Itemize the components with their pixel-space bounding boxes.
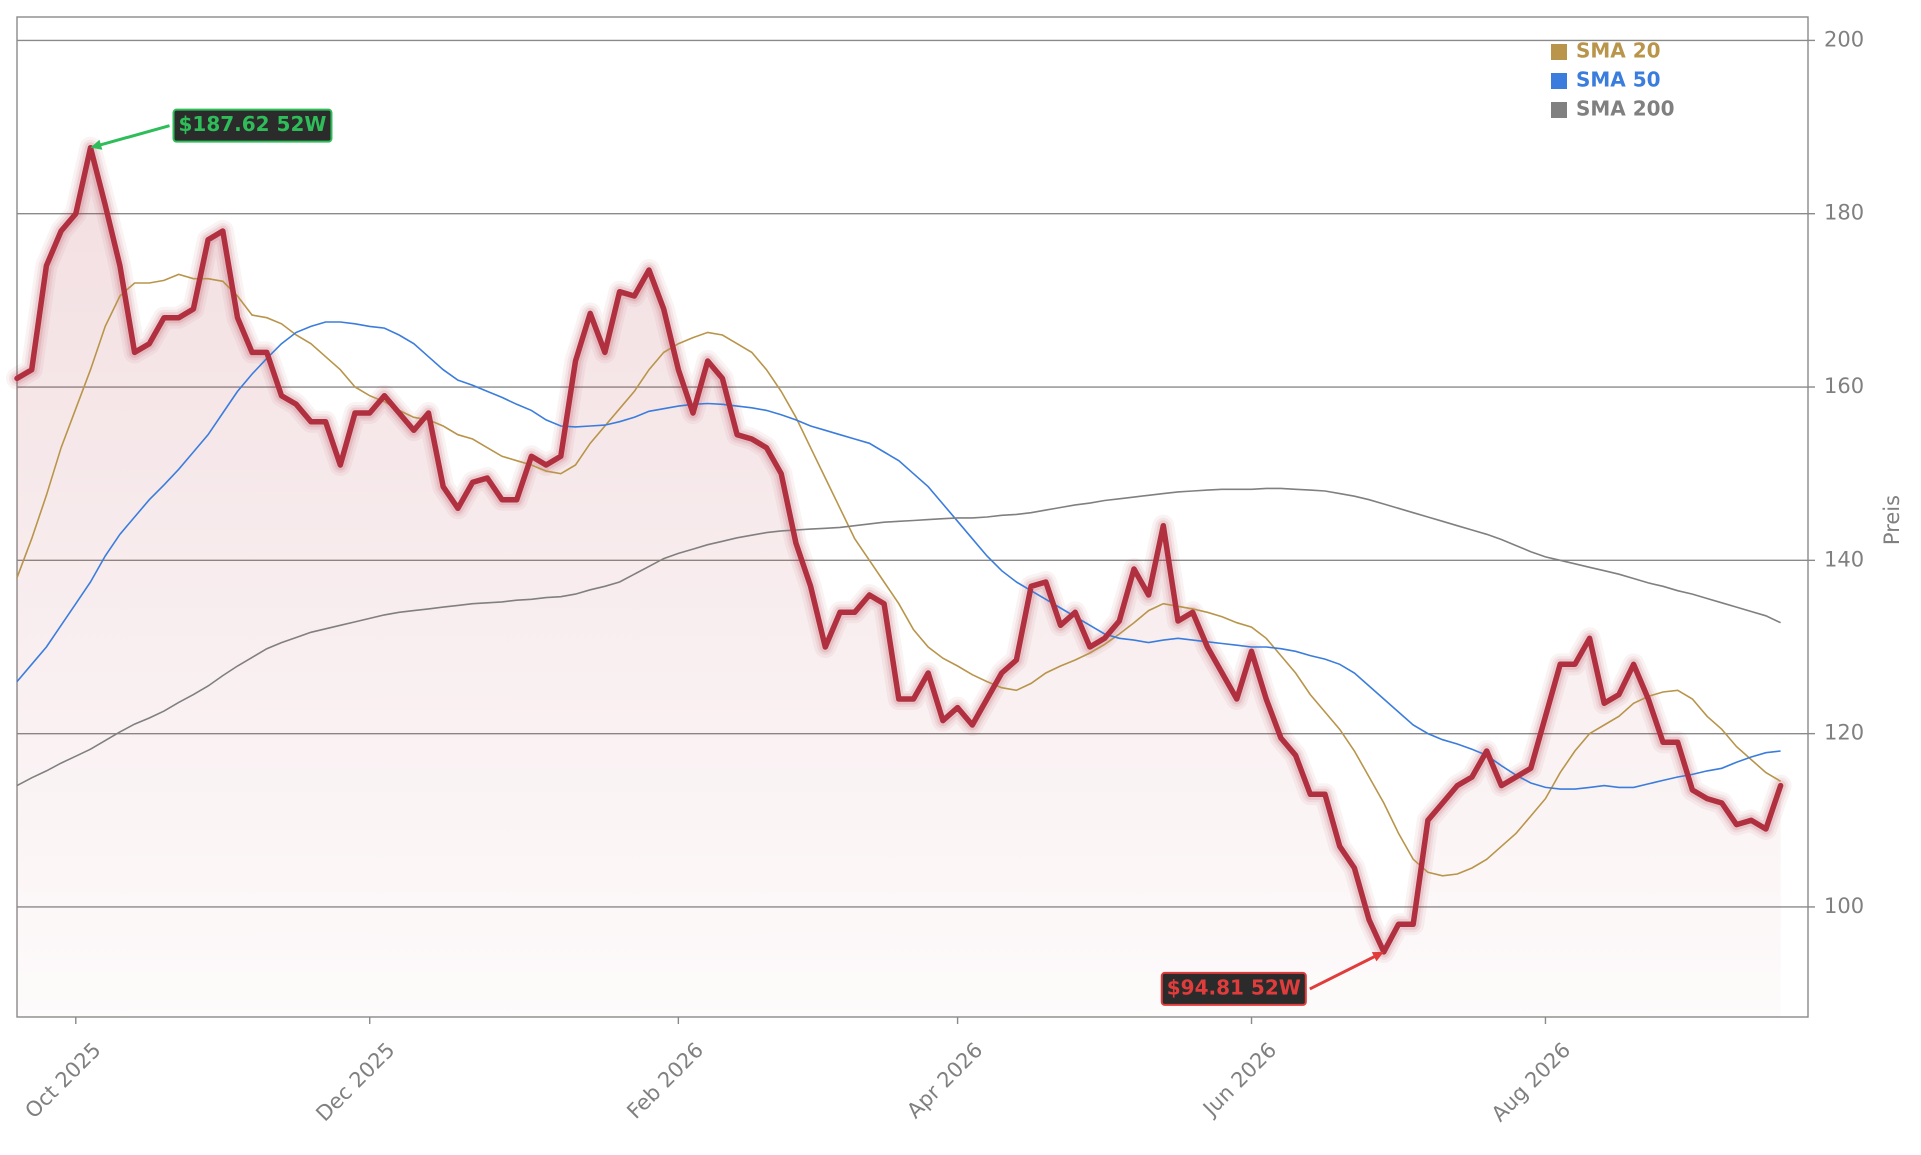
legend-swatch: [1551, 102, 1567, 118]
x-tick-label: Oct 2025: [20, 1038, 105, 1123]
annotation-label: $187.62 52W: [179, 112, 327, 136]
annotation-label: $94.81 52W: [1167, 975, 1301, 999]
sma-line: [16, 487, 1781, 787]
annotation-arrow: [1309, 953, 1380, 991]
y-tick-label: 180: [1824, 201, 1864, 225]
annotation-arrowhead: [1371, 951, 1384, 962]
x-tick-label: Feb 2026: [622, 1038, 708, 1124]
legend-entry: SMA 20: [1551, 39, 1661, 63]
legend-swatch: [1551, 44, 1567, 60]
y-tick-label: 200: [1824, 27, 1864, 51]
x-tick-label: Jun 2026: [1197, 1038, 1281, 1122]
x-tick-label: Aug 2026: [1487, 1038, 1575, 1126]
annotation: $187.62 52W: [90, 108, 333, 150]
y-axis-label: Preis: [1880, 495, 1904, 545]
y-tick-label: 140: [1824, 547, 1864, 571]
legend-entry: SMA 200: [1551, 97, 1675, 121]
price-area: [17, 147, 1781, 1017]
legend-label: SMA 200: [1576, 97, 1675, 121]
annotation-box: [172, 108, 333, 143]
y-tick-label: 120: [1824, 721, 1864, 745]
y-tick-label: 160: [1824, 374, 1864, 398]
price-line: [14, 144, 1784, 955]
annotation: $94.81 52W: [1160, 951, 1384, 1006]
legend-label: SMA 20: [1576, 39, 1661, 63]
legend-entry: SMA 50: [1551, 68, 1661, 92]
x-tick-label: Apr 2026: [902, 1038, 987, 1123]
legend-swatch: [1551, 73, 1567, 89]
x-tick-label: Dec 2025: [311, 1038, 399, 1126]
annotation-arrow: [95, 124, 170, 148]
legend-label: SMA 50: [1576, 68, 1661, 92]
y-tick-label: 100: [1824, 894, 1864, 918]
annotation-box: [1160, 971, 1307, 1006]
sma-line: [16, 273, 1782, 877]
annotation-arrowhead: [90, 139, 103, 150]
